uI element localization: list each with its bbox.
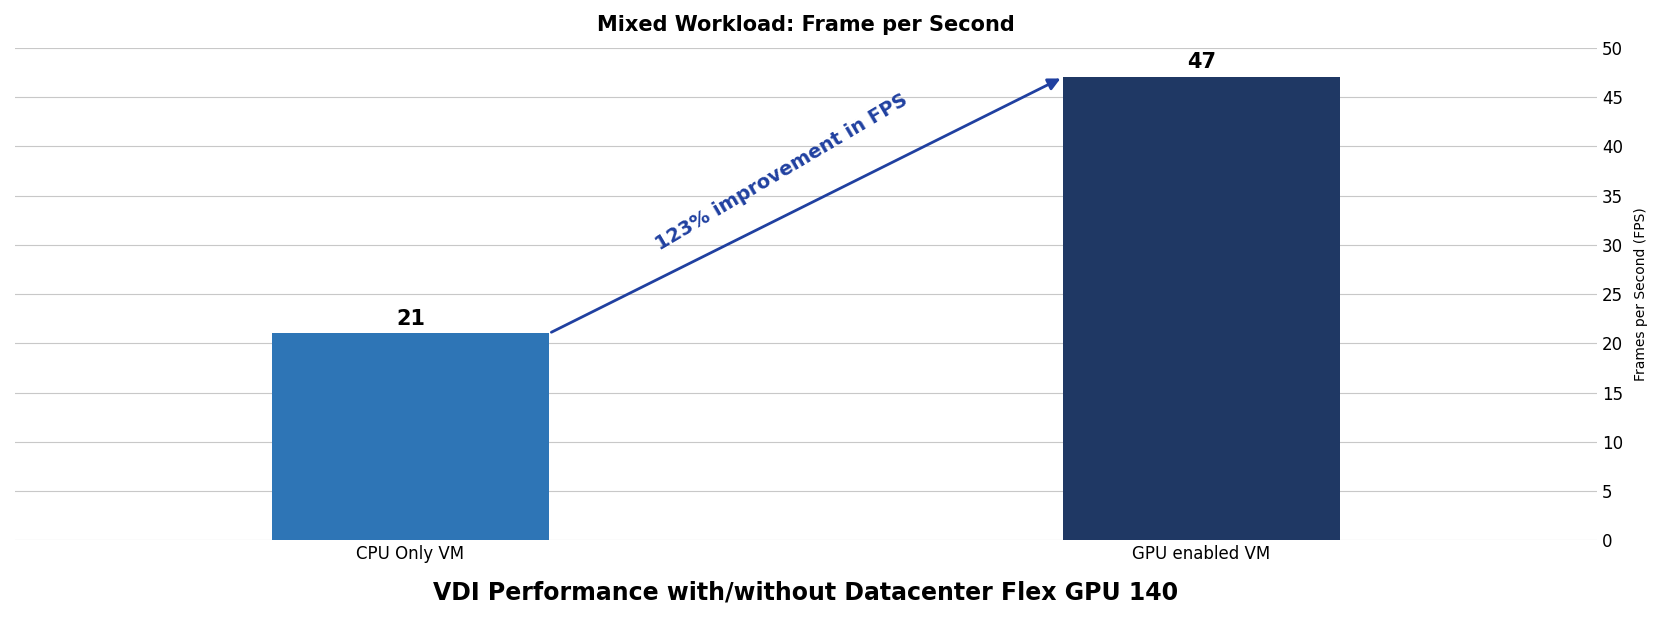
Bar [273, 334, 549, 540]
Y-axis label: Frames per Second (FPS): Frames per Second (FPS) [1635, 207, 1648, 381]
Bar [1063, 77, 1340, 540]
X-axis label: VDI Performance with/without Datacenter Flex GPU 140: VDI Performance with/without Datacenter … [434, 580, 1179, 604]
Text: 47: 47 [1187, 53, 1216, 72]
Text: 21: 21 [396, 308, 426, 329]
Text: 123% improvement in FPS: 123% improvement in FPS [652, 91, 911, 254]
Title: Mixed Workload: Frame per Second: Mixed Workload: Frame per Second [597, 15, 1014, 35]
